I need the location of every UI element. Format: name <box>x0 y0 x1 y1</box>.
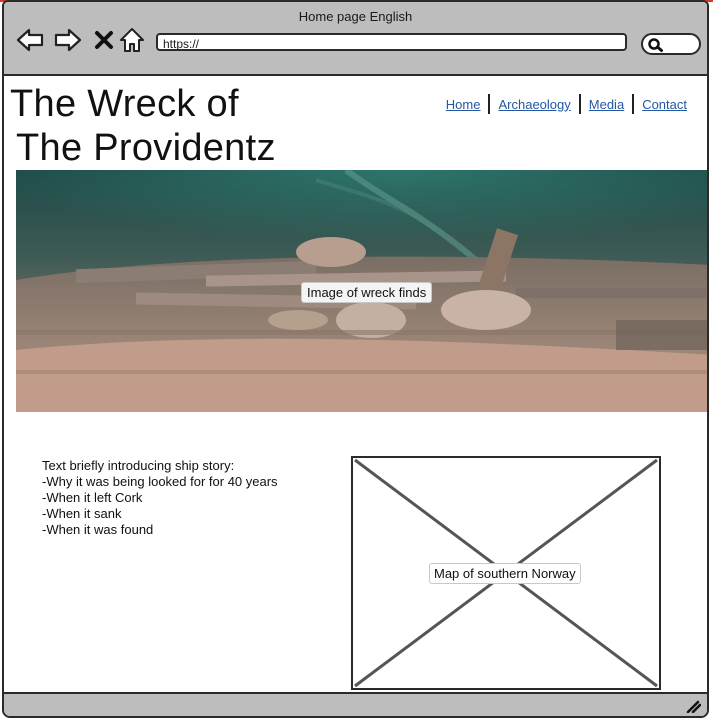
intro-line: -When it sank <box>42 506 122 521</box>
status-bar <box>4 692 707 716</box>
back-button[interactable] <box>16 26 44 54</box>
nav-link-contact[interactable]: Contact <box>642 96 687 112</box>
map-label: Map of southern Norway <box>429 563 581 584</box>
hero-image: Image of wreck finds <box>16 170 707 412</box>
site-title-line-1: The Wreck of <box>10 83 239 125</box>
nav-separator <box>578 94 581 114</box>
home-button[interactable] <box>118 26 146 54</box>
window-title: Home page English <box>298 9 413 24</box>
close-icon <box>95 31 113 49</box>
url-input[interactable] <box>158 37 625 51</box>
hero-image-label: Image of wreck finds <box>301 282 433 303</box>
nav-separator <box>632 94 635 114</box>
nav-link-home[interactable]: Home <box>445 96 481 112</box>
map-placeholder: Map of southern Norway <box>351 456 661 690</box>
stop-button[interactable] <box>90 26 118 54</box>
site-title-line-2: The Providentz <box>16 127 276 169</box>
site-title: The Wreck of The Providentz <box>10 82 330 170</box>
back-icon <box>16 28 44 52</box>
resize-grip-icon[interactable] <box>685 699 701 713</box>
forward-icon <box>54 28 82 52</box>
browser-search-box[interactable] <box>641 33 701 55</box>
home-icon <box>120 28 144 52</box>
forward-button[interactable] <box>54 26 82 54</box>
wreck-photo-illustration <box>16 170 707 412</box>
search-icon <box>648 38 663 52</box>
address-bar[interactable] <box>156 33 627 51</box>
intro-line: -When it left Cork <box>42 490 143 505</box>
intro-line: Text briefly introducing ship story: <box>42 458 235 473</box>
browser-toolbar: Home page English <box>4 2 707 76</box>
intro-line: -When it was found <box>42 522 154 537</box>
nav-link-archaeology[interactable]: Archaeology <box>498 96 571 112</box>
intro-text: Text briefly introducing ship story: -Wh… <box>42 458 278 538</box>
intro-line: -Why it was being looked for for 40 year… <box>42 474 278 489</box>
main-nav: Home Archaeology Media Contact <box>438 94 695 114</box>
nav-link-media[interactable]: Media <box>588 96 625 112</box>
nav-separator <box>488 94 491 114</box>
